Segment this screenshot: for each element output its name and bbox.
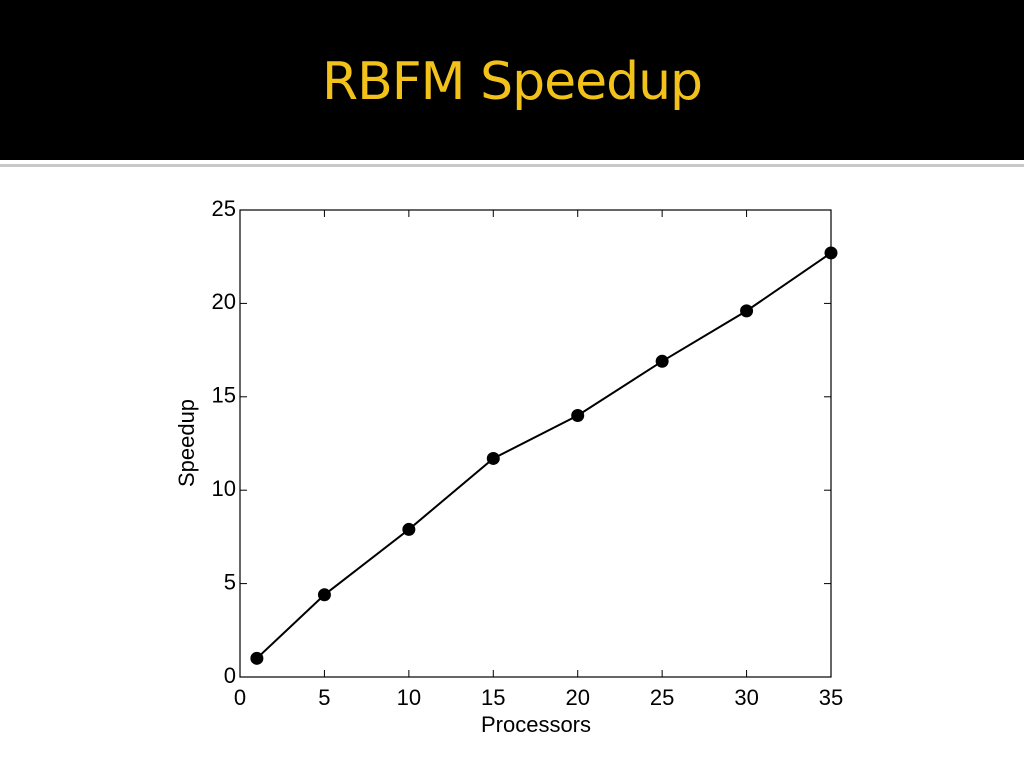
x-tick-label: 5: [318, 685, 330, 710]
y-tick-label: 0: [224, 663, 236, 688]
slide-title: RBFM Speedup: [321, 52, 703, 112]
data-point: [824, 246, 838, 260]
plot-frame: [239, 209, 832, 678]
y-axis-label: Speedup: [174, 399, 199, 487]
y-tick-label: 10: [212, 476, 236, 501]
data-point: [250, 651, 264, 665]
y-tick-label: 5: [224, 569, 236, 594]
y-tick-label: 15: [212, 383, 236, 408]
x-tick-label: 10: [397, 685, 421, 710]
x-tick-label: 20: [565, 685, 589, 710]
x-axis-label: Processors: [481, 712, 591, 737]
header-rule: [0, 164, 1024, 167]
data-point: [740, 304, 754, 318]
x-tick-label: 15: [481, 685, 505, 710]
data-point: [655, 354, 669, 368]
x-tick-label: 30: [734, 685, 758, 710]
x-tick-label: 25: [650, 685, 674, 710]
data-point: [571, 408, 585, 422]
x-tick-label: 35: [819, 685, 843, 710]
y-tick-label: 20: [212, 289, 236, 314]
series-line: [256, 252, 832, 660]
data-point: [317, 588, 331, 602]
y-tick-label: 25: [212, 196, 236, 221]
header: [0, 0, 1024, 160]
x-tick-label: 0: [234, 685, 246, 710]
data-point: [402, 522, 416, 536]
data-point: [486, 451, 500, 465]
